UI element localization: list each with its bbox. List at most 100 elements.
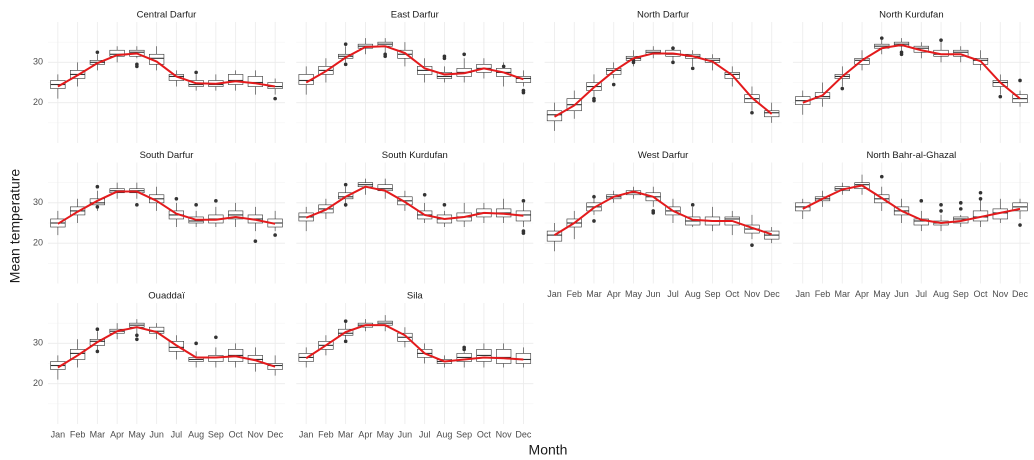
trend-line bbox=[553, 52, 773, 118]
box bbox=[546, 230, 563, 242]
outlier bbox=[95, 184, 100, 189]
outlier bbox=[273, 233, 277, 237]
outlier bbox=[750, 110, 754, 115]
outlier bbox=[253, 239, 258, 243]
outlier bbox=[978, 190, 983, 195]
x-tick-label: Jul bbox=[171, 429, 183, 439]
x-tick-label: Mar bbox=[338, 429, 354, 439]
y-axis-title: Mean temperature bbox=[7, 169, 23, 284]
outlier bbox=[840, 86, 845, 91]
y-tick-label: 30 bbox=[33, 57, 43, 67]
outlier bbox=[690, 66, 695, 71]
outlier bbox=[750, 243, 754, 247]
x-tick-label: Jun bbox=[894, 289, 909, 299]
x-tick-label: Sep bbox=[208, 429, 224, 439]
x-tick-label: May bbox=[128, 429, 146, 439]
box bbox=[228, 74, 244, 85]
outlier bbox=[671, 60, 675, 65]
outlier bbox=[978, 197, 983, 201]
outlier bbox=[1018, 223, 1022, 227]
x-tick-label: Dec bbox=[1012, 289, 1029, 299]
outlier bbox=[273, 96, 277, 101]
x-tick-label: Jan bbox=[796, 289, 811, 299]
box bbox=[515, 76, 532, 83]
panel-title: Sila bbox=[407, 291, 424, 302]
outlier bbox=[135, 203, 139, 207]
x-tick-label: Feb bbox=[566, 289, 582, 299]
outlier bbox=[422, 192, 427, 197]
outlier bbox=[95, 349, 100, 354]
x-tick-label: Jul bbox=[419, 429, 431, 439]
x-tick-label: Aug bbox=[933, 289, 949, 299]
x-axis-title: Month bbox=[529, 442, 568, 458]
x-tick-label: May bbox=[625, 289, 643, 299]
outlier bbox=[998, 94, 1003, 99]
outlier bbox=[343, 203, 348, 207]
y-tick-label: 20 bbox=[33, 378, 43, 388]
outlier bbox=[592, 194, 596, 199]
box bbox=[208, 355, 224, 362]
x-tick-label: Sep bbox=[953, 289, 969, 299]
x-tick-label: Jun bbox=[149, 429, 164, 439]
x-tick-label: Nov bbox=[496, 429, 513, 439]
panel: Ouaddaï 20 30 Jan Feb Mar Apr May Jun Jul Aug Sep Oc… bbox=[33, 291, 285, 439]
x-tick-label: Sep bbox=[704, 289, 720, 299]
x-tick-label: Jun bbox=[646, 289, 661, 299]
outlier bbox=[879, 36, 884, 40]
y-tick-label: 30 bbox=[33, 338, 43, 348]
outlier bbox=[462, 347, 466, 352]
outlier bbox=[501, 64, 506, 69]
x-tick-label: Feb bbox=[318, 429, 334, 439]
x-tick-label: Sep bbox=[456, 429, 472, 439]
x-tick-label: Nov bbox=[744, 289, 761, 299]
outlier bbox=[135, 333, 139, 338]
outlier bbox=[343, 339, 348, 344]
x-tick-label: Dec bbox=[267, 429, 284, 439]
panel-title: North Darfur bbox=[637, 10, 689, 21]
x-tick-label: Oct bbox=[974, 289, 989, 299]
outlier bbox=[671, 46, 675, 51]
trend-line bbox=[57, 52, 276, 88]
box bbox=[436, 72, 453, 79]
x-tick-label: Oct bbox=[229, 429, 244, 439]
x-tick-label: Feb bbox=[70, 429, 86, 439]
x-tick-label: Mar bbox=[586, 289, 602, 299]
outlier bbox=[135, 337, 139, 342]
outlier bbox=[442, 54, 447, 59]
box bbox=[953, 49, 969, 57]
panel: West Darfur Jan Feb Mar Apr May Jun Jul Aug Sep Oc… bbox=[544, 150, 782, 299]
outlier bbox=[651, 211, 656, 215]
panel-title: North Bahr-al-Ghazal bbox=[867, 150, 957, 161]
outlier bbox=[462, 52, 466, 57]
x-tick-label: May bbox=[377, 429, 395, 439]
outlier bbox=[521, 231, 526, 235]
outlier bbox=[592, 96, 596, 101]
x-tick-label: Dec bbox=[764, 289, 781, 299]
trend-line bbox=[305, 185, 524, 220]
outlier bbox=[958, 201, 963, 205]
trend-line bbox=[57, 326, 276, 369]
outlier bbox=[592, 219, 596, 223]
outlier bbox=[442, 203, 447, 207]
x-tick-label: Apr bbox=[607, 289, 621, 299]
y-tick-label: 30 bbox=[33, 197, 43, 207]
panel: Central Darfur 20 30 bbox=[33, 10, 285, 143]
panel-title: East Darfur bbox=[391, 10, 439, 21]
panel-title: West Darfur bbox=[638, 150, 689, 161]
trend-line bbox=[305, 45, 524, 84]
panel: North Kurdufan bbox=[792, 10, 1030, 143]
x-tick-label: Nov bbox=[247, 429, 264, 439]
x-tick-label: Aug bbox=[685, 289, 701, 299]
trend-line bbox=[553, 190, 773, 236]
x-tick-label: Nov bbox=[992, 289, 1009, 299]
panel: North Darfur bbox=[544, 10, 782, 143]
panel-title: South Darfur bbox=[140, 150, 194, 161]
x-tick-label: May bbox=[873, 289, 891, 299]
x-tick-label: Jan bbox=[547, 289, 562, 299]
trend-line bbox=[802, 184, 1021, 225]
outlier bbox=[95, 205, 100, 209]
trend-line bbox=[802, 43, 1021, 104]
x-tick-label: Jul bbox=[667, 289, 679, 299]
x-tick-label: Jan bbox=[51, 429, 66, 439]
x-tick-label: Jun bbox=[398, 429, 413, 439]
